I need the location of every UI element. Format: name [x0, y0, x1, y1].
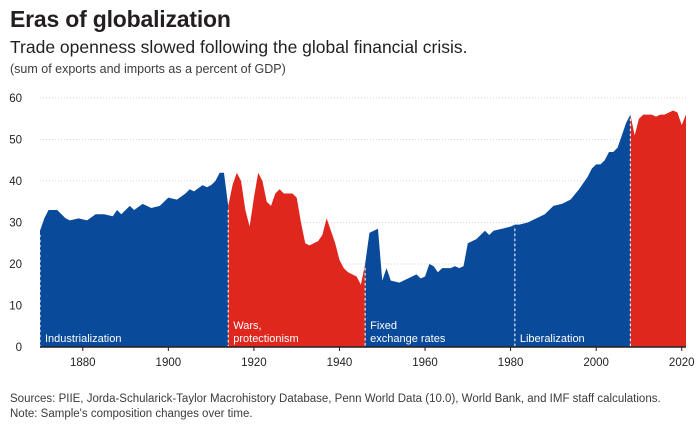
era-label-3: Fixed exchange rates: [370, 320, 446, 345]
source-note: Sources: PIIE, Jorda-Schularick-Taylor M…: [10, 392, 661, 422]
x-tick-label-1940: 1940: [327, 357, 353, 369]
units-note: (sum of exports and imports as a percent…: [10, 62, 286, 76]
x-tick-label-1960: 1960: [412, 357, 438, 369]
x-tick-label-2000: 2000: [583, 357, 609, 369]
chart-subtitle: Trade openness slowed following the glob…: [10, 37, 468, 57]
y-tick-label-60: 60: [9, 93, 22, 105]
x-tick-label-1900: 1900: [156, 357, 182, 369]
era-area-1: [40, 172, 229, 347]
era-label-1: Industrialization: [45, 333, 121, 345]
era-area-5: [630, 110, 686, 347]
x-tick-label-2020: 2020: [669, 357, 695, 369]
era-label-4: Liberalization: [520, 333, 585, 345]
x-tick-label-1980: 1980: [498, 357, 524, 369]
y-tick-label-10: 10: [9, 301, 22, 313]
y-tick-label-50: 50: [9, 135, 22, 147]
y-tick-label-0: 0: [16, 342, 22, 354]
y-tick-label-20: 20: [9, 259, 22, 271]
sources-line: Sources: PIIE, Jorda-Schularick-Taylor M…: [10, 393, 661, 405]
era-area-4: [514, 114, 631, 347]
x-tick-label-1920: 1920: [241, 357, 267, 369]
era-area-2: [228, 172, 366, 347]
chart-title: Eras of globalization: [10, 6, 231, 32]
era-area-3: [365, 224, 515, 347]
y-tick-label-40: 40: [9, 176, 22, 188]
composition-note: Note: Sample's composition changes over …: [10, 408, 253, 420]
era-label-2: Wars, protectionism: [233, 320, 298, 345]
x-tick-label-1880: 1880: [70, 357, 96, 369]
y-tick-label-30: 30: [9, 218, 22, 230]
